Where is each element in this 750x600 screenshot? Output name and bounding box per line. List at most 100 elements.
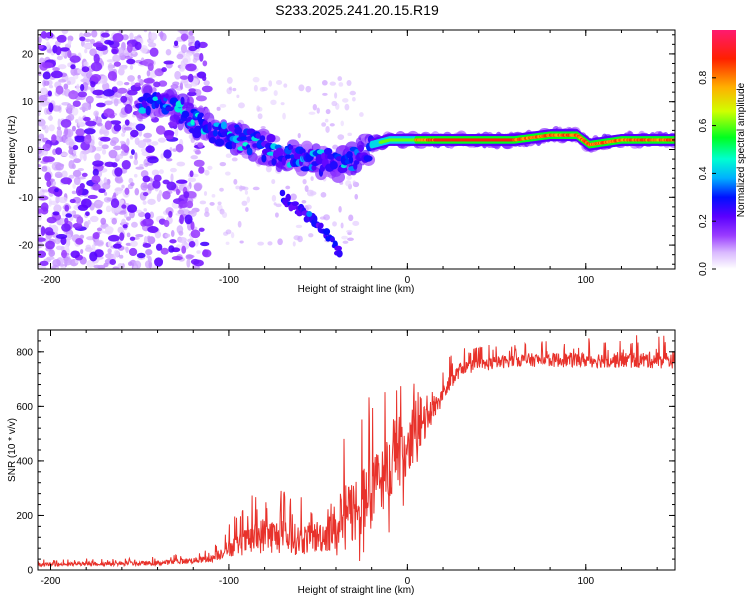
spectrogram-y-tick-label: -20 xyxy=(19,241,34,252)
spectrogram-cell xyxy=(194,40,201,50)
spectrogram-cell xyxy=(71,190,77,195)
spectrogram-cell xyxy=(342,240,349,244)
spectrogram-cell xyxy=(265,165,272,173)
spectrogram-cell xyxy=(271,157,277,166)
snr-y-tick-label: 400 xyxy=(16,456,33,467)
spectrogram-cell xyxy=(128,247,138,257)
spectrogram-cell xyxy=(131,221,138,228)
spectrogram-cell xyxy=(179,81,183,90)
spectrogram-cell xyxy=(91,175,101,184)
spectrogram-cell xyxy=(68,90,79,100)
spectrogram-cell xyxy=(64,217,69,224)
spectrogram-cell xyxy=(126,43,133,53)
spectrogram-cell xyxy=(84,48,88,54)
spectrogram-cell xyxy=(104,39,113,45)
spectrogram-cell xyxy=(71,125,76,132)
spectrogram-cell xyxy=(164,233,171,238)
spectrogram-cell xyxy=(68,159,75,169)
spectrogram-cell xyxy=(87,86,91,90)
spectrogram-cell xyxy=(55,147,63,155)
spectrogram-cell xyxy=(120,95,128,103)
spectrogram-cell xyxy=(221,211,228,218)
spectrogram-cell xyxy=(83,116,91,122)
spectrogram-y-tick-label: 0 xyxy=(27,145,33,156)
spectrogram-cell xyxy=(319,216,326,220)
spectrogram-cell xyxy=(131,122,137,128)
spectrogram-cell xyxy=(193,182,203,191)
spectrogram-cell xyxy=(190,258,200,265)
spectrogram-cell xyxy=(117,47,125,56)
spectrogram-cell xyxy=(79,151,84,161)
spectrogram-cell xyxy=(143,208,148,212)
spectrogram-cell xyxy=(347,237,354,242)
spectrogram-cell xyxy=(51,134,57,143)
spectrogram-cell xyxy=(229,86,233,91)
spectrogram-cell xyxy=(225,241,230,245)
spectrogram-y-tick-label: 20 xyxy=(22,49,34,60)
spectrogram-cell xyxy=(135,166,145,170)
spectrogram-cell xyxy=(140,182,148,191)
spectrogram-cell xyxy=(164,93,169,99)
spectrogram-cell xyxy=(92,42,104,48)
spectrogram-cell xyxy=(231,157,238,162)
spectrogram-cell xyxy=(197,142,204,148)
snr-y-tick-label: 600 xyxy=(16,402,33,413)
spectrogram-cell xyxy=(97,122,103,127)
spectrogram-cell xyxy=(198,112,204,118)
spectrogram-cell xyxy=(214,138,225,147)
spectrogram-cell xyxy=(89,251,98,262)
spectrogram-cell xyxy=(201,85,213,93)
spectrogram-cell xyxy=(239,136,248,141)
spectrogram-cell xyxy=(109,140,117,147)
spectrogram-cell xyxy=(93,110,100,117)
spectrogram-cell xyxy=(169,239,177,244)
spectrogram-cell xyxy=(38,104,43,113)
spectrogram-heatmap xyxy=(38,30,675,269)
spectrogram-cell xyxy=(271,194,277,202)
colorbar-label: Normalized spectral amplitude xyxy=(736,82,747,217)
spectrogram-cell xyxy=(41,62,54,69)
spectrogram-cell xyxy=(185,52,193,57)
colorbar-tick-label: 0.6 xyxy=(698,118,709,132)
spectrogram-cell xyxy=(59,47,70,52)
spectrogram-cell xyxy=(329,161,338,170)
snr-x-tick-label: 0 xyxy=(405,576,411,587)
spectrogram-cell xyxy=(87,219,91,225)
spectrogram-cell xyxy=(163,60,175,65)
spectrogram-cell xyxy=(348,156,354,164)
spectrogram-cell xyxy=(235,185,240,190)
spectrogram-cell xyxy=(38,146,43,155)
spectrogram-cell xyxy=(113,145,122,151)
spectrogram-cell xyxy=(114,186,123,195)
spectrogram-cell xyxy=(74,135,86,143)
spectrogram-cell xyxy=(60,152,69,157)
spectrogram-cell xyxy=(207,165,213,170)
spectrogram-cell xyxy=(216,106,221,111)
spectrogram-cell xyxy=(72,100,81,107)
spectrogram-cell xyxy=(147,42,157,48)
spectrogram-cell xyxy=(188,241,196,248)
spectrogram-cell xyxy=(38,111,41,117)
spectrogram-cell xyxy=(104,120,112,130)
spectrogram-cell xyxy=(79,36,86,42)
spectrogram-cell xyxy=(322,92,328,96)
spectrogram-cell xyxy=(349,90,356,96)
spectrogram-cell xyxy=(189,209,197,217)
spectrogram-cell xyxy=(302,178,307,185)
spectrogram-cell xyxy=(92,89,105,96)
spectrogram-cell xyxy=(260,126,266,130)
spectrogram-cell xyxy=(38,71,42,76)
spectrogram-cell xyxy=(288,145,294,150)
spectrogram-cell xyxy=(246,196,251,203)
spectrogram-cell xyxy=(180,44,188,54)
spectrogram-cell xyxy=(305,85,312,93)
spectrogram-cell xyxy=(55,195,61,204)
spectrogram-cell xyxy=(45,240,55,250)
spectrogram-cell xyxy=(73,158,81,164)
spectrogram-cell xyxy=(220,121,227,130)
spectrogram-cell xyxy=(142,243,152,248)
spectrogram-cell xyxy=(273,90,278,97)
spectrogram-cell xyxy=(354,159,360,165)
spectrogram-cell xyxy=(133,265,138,269)
